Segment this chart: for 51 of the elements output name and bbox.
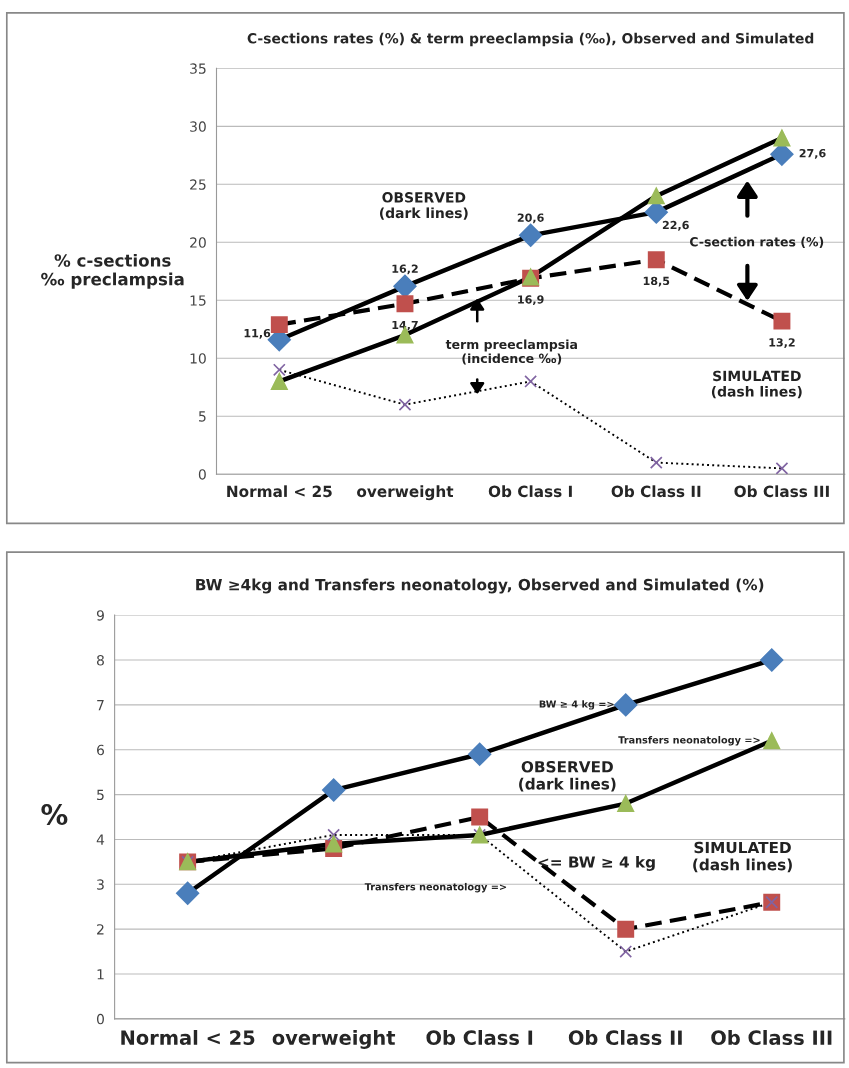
annotation: SIMULATED (dash lines) xyxy=(693,841,792,873)
y-tick-label: 20 xyxy=(190,237,206,248)
data-label: 27,6 xyxy=(799,148,826,159)
annotation: OBSERVED (dark lines) xyxy=(519,760,616,792)
y-axis-title: % xyxy=(41,804,68,826)
y-tick-label: 6 xyxy=(97,744,105,756)
x-tick-label: Ob Class II xyxy=(568,1029,682,1046)
data-label: 11,6 xyxy=(244,328,271,339)
y-tick-label: 0 xyxy=(198,469,206,480)
y-tick-label: 5 xyxy=(97,789,104,801)
x-tick-label: overweight xyxy=(272,1029,396,1049)
y-tick-label: 0 xyxy=(96,1013,104,1025)
x-tick-label: Normal < 25 xyxy=(121,1029,255,1046)
y-tick-label: 15 xyxy=(190,295,206,306)
data-label: 16,2 xyxy=(392,264,418,275)
annotation: Transfers neonatology => xyxy=(618,736,760,746)
y-tick-label: 4 xyxy=(96,834,105,845)
data-label: 20,6 xyxy=(517,213,544,224)
annotation: C-section rates (%) xyxy=(689,236,824,248)
x-tick-label: Ob Class III xyxy=(734,485,829,498)
y-axis-title: % c-sections ‰ preclampsia xyxy=(41,253,184,289)
y-tick-label: 1 xyxy=(97,969,104,980)
y-tick-label: 9 xyxy=(96,610,104,621)
data-label: 16,9 xyxy=(518,295,544,306)
y-tick-label: 8 xyxy=(97,654,104,666)
annotation: SIMULATED (dash lines) xyxy=(711,370,802,399)
annotation: Transfers neonatology => xyxy=(364,882,507,893)
y-tick-label: 5 xyxy=(199,411,206,422)
annotation: <= BW ≥ 4 kg xyxy=(538,855,655,871)
y-tick-label: 3 xyxy=(97,879,104,890)
y-tick-label: 2 xyxy=(97,924,104,935)
annotation: BW ≥ 4 kg => xyxy=(539,700,614,710)
annotation: OBSERVED (dark lines) xyxy=(380,192,468,220)
x-tick-label: overweight xyxy=(357,485,454,501)
data-label: 22,6 xyxy=(662,220,689,231)
x-tick-label: Ob Class III xyxy=(711,1029,832,1046)
y-tick-label: 35 xyxy=(190,63,206,74)
annotation: term preeclampsia (incidence ‰) xyxy=(445,339,577,365)
y-tick-label: 10 xyxy=(190,353,206,364)
chart-title: C-sections rates (%) & term preeclampsia (‰), Observed and Simulated xyxy=(247,32,814,47)
chart-title: BW ≥4kg and Transfers neonatology, Observed and Simulated (%) xyxy=(196,578,764,594)
data-label: 13,2 xyxy=(769,338,795,348)
x-tick-label: Normal < 25 xyxy=(227,485,332,498)
y-tick-label: 25 xyxy=(190,179,206,190)
y-tick-label: 7 xyxy=(97,700,104,711)
x-tick-label: Ob Class I xyxy=(426,1029,533,1046)
data-label: 14,7 xyxy=(392,320,418,331)
x-tick-label: Ob Class I xyxy=(488,485,572,498)
y-tick-label: 30 xyxy=(190,121,206,132)
data-label: 18,5 xyxy=(643,276,670,287)
x-tick-label: Ob Class II xyxy=(611,485,701,498)
